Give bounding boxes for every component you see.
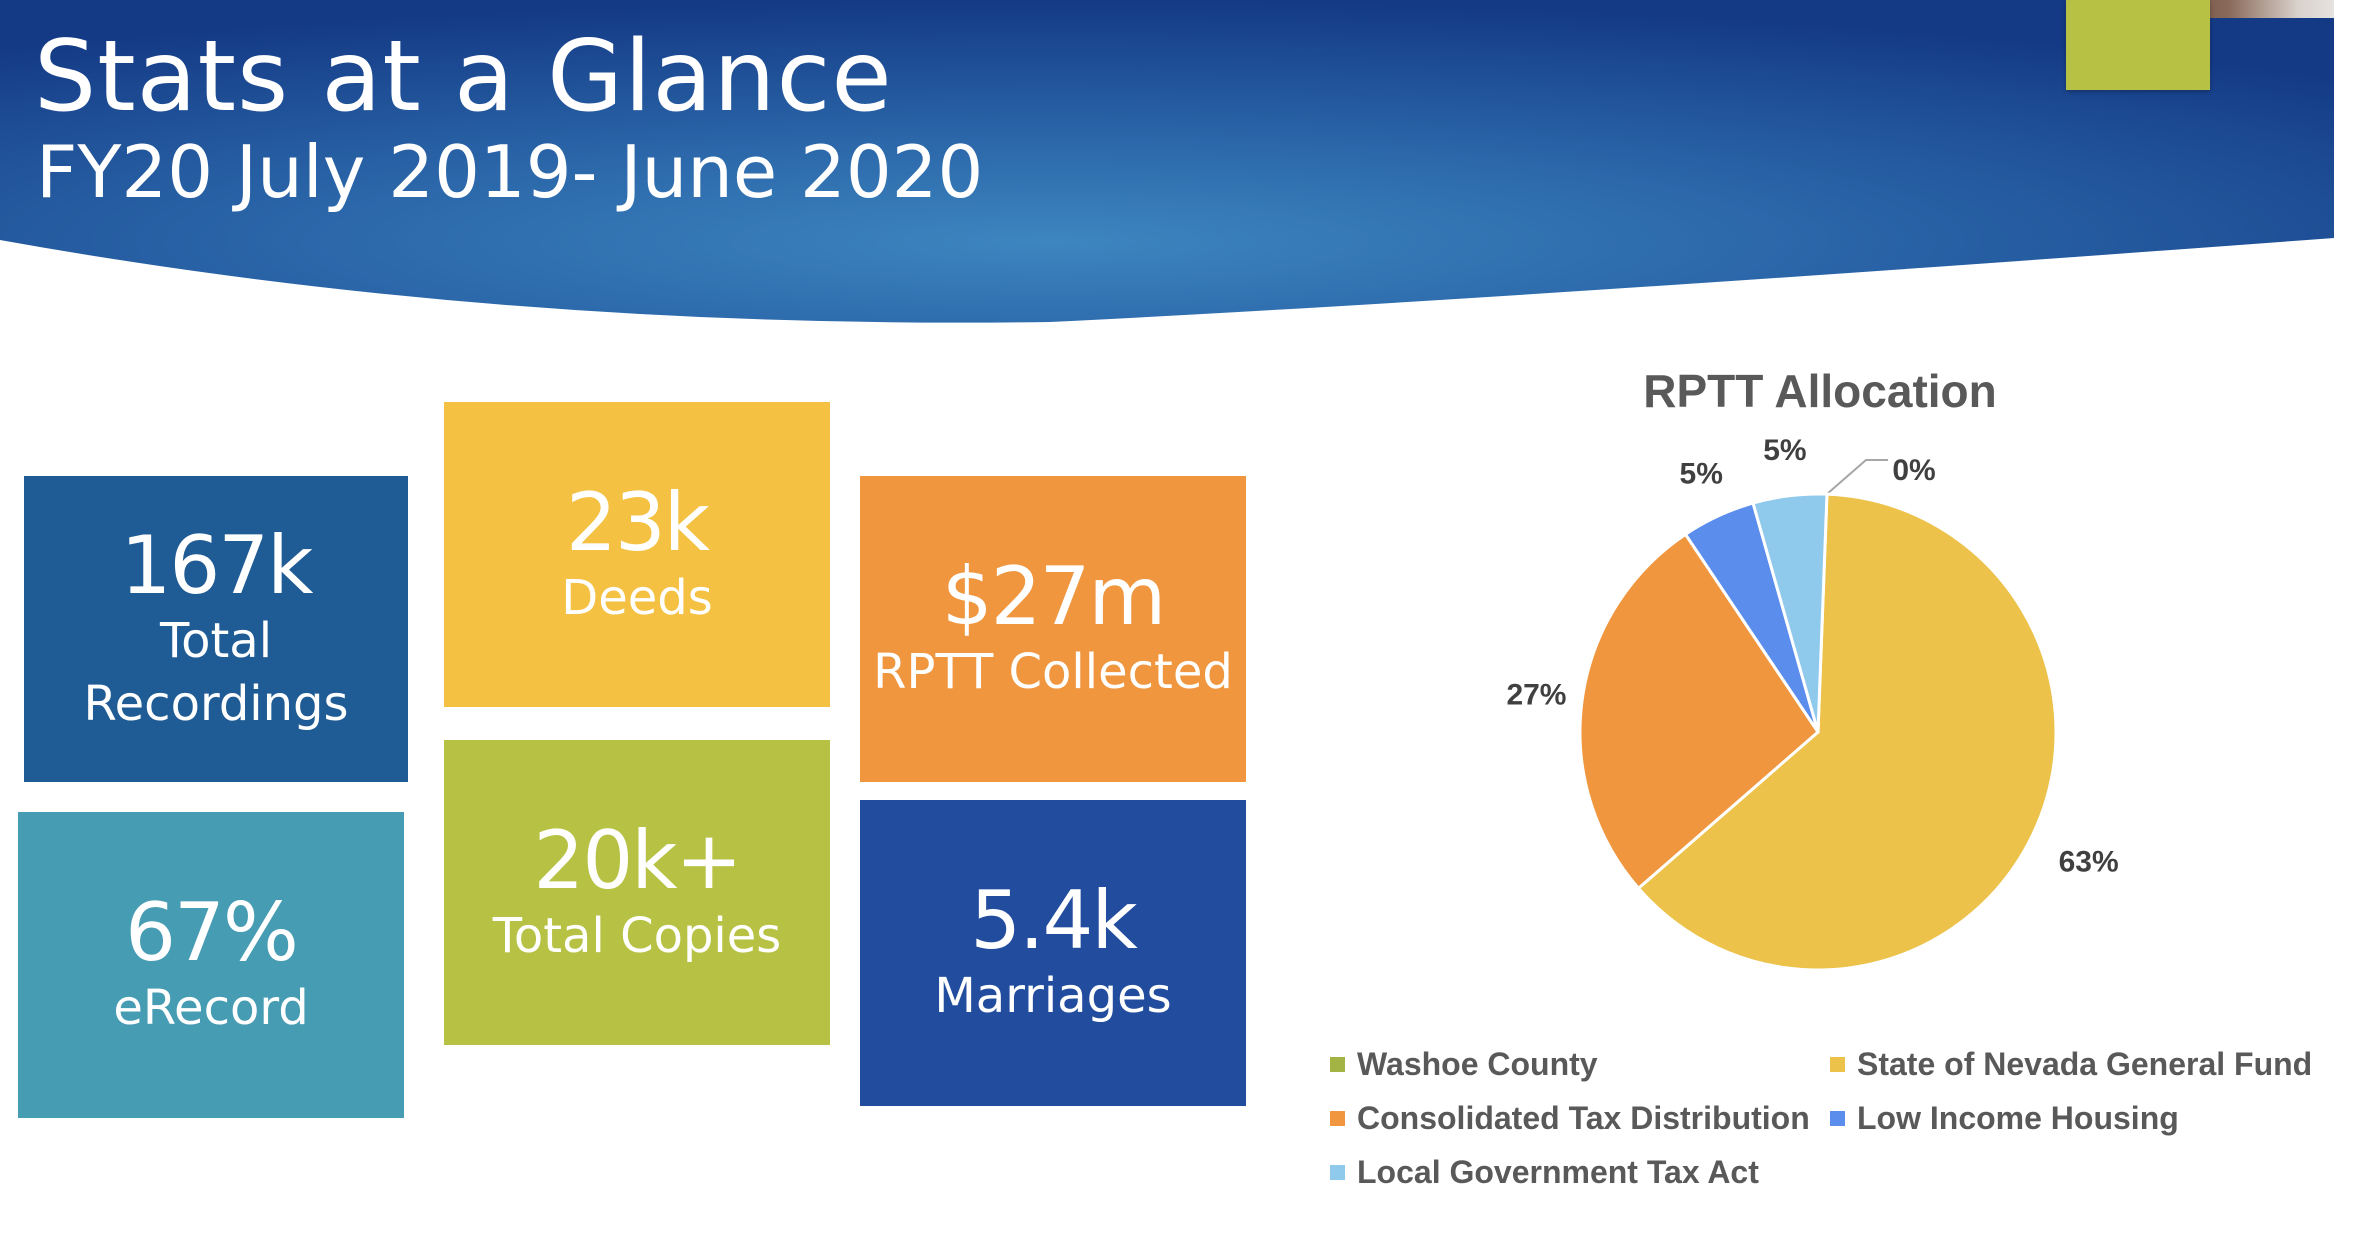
chart-legend: Washoe County State of Nevada General Fu… xyxy=(1322,1038,2342,1218)
data-label: 63% xyxy=(2059,845,2119,878)
slide-subtitle: FY20 July 2019- June 2020 xyxy=(36,130,984,214)
data-label: 0% xyxy=(1892,454,1935,487)
legend-item: Local Government Tax Act xyxy=(1330,1154,1759,1191)
tile-marriages: 5.4k Marriages xyxy=(860,800,1246,1106)
tile-label-line: Total xyxy=(159,612,273,669)
tile-label: Deeds xyxy=(561,569,713,626)
pie-slice xyxy=(1636,492,2058,972)
legend-label: Low Income Housing xyxy=(1857,1100,2179,1136)
legend-label: Consolidated Tax Distribution xyxy=(1357,1100,1810,1136)
legend-swatch xyxy=(1330,1165,1345,1180)
tile-value: 67% xyxy=(125,886,299,980)
tile-label: Total Recordings xyxy=(83,610,348,737)
tile-rptt-collected: $27m RPTT Collected xyxy=(860,476,1246,782)
tile-label: Total Copies xyxy=(492,907,782,964)
tile-value: $27m xyxy=(941,550,1167,644)
tile-label: Marriages xyxy=(934,968,1172,1025)
tile-value: 5.4k xyxy=(970,874,1138,968)
data-label: 27% xyxy=(1506,679,1566,712)
legend-swatch xyxy=(1330,1057,1345,1072)
pie-slice xyxy=(1578,532,1820,891)
chart-title: RPTT Allocation xyxy=(1643,365,1997,417)
leader-line xyxy=(1821,459,1888,499)
legend-item: Low Income Housing xyxy=(1830,1100,2179,1137)
tile-label: RPTT Collected xyxy=(873,644,1233,701)
legend-swatch xyxy=(1830,1111,1845,1126)
tile-value: 23k xyxy=(565,475,710,569)
tile-total-recordings: 167k Total Recordings xyxy=(24,476,408,782)
legend-label: State of Nevada General Fund xyxy=(1857,1046,2313,1082)
legend-item: Washoe County xyxy=(1330,1046,1598,1083)
legend-swatch xyxy=(1330,1111,1345,1126)
tile-label-line: Recordings xyxy=(83,676,349,732)
data-label: 5% xyxy=(1680,458,1723,491)
slide-title: Stats at a Glance xyxy=(34,20,893,134)
tile-deeds: 23k Deeds xyxy=(444,402,830,707)
pie-chart: 0% 63% 27% 5% 5% xyxy=(1506,434,2119,972)
tile-value: 20k+ xyxy=(533,813,742,907)
tile-total-copies: 20k+ Total Copies xyxy=(444,740,830,1045)
legend-swatch xyxy=(1830,1057,1845,1072)
pie-slice xyxy=(1751,492,1829,733)
tile-value: 167k xyxy=(120,518,313,612)
right-margin xyxy=(2334,0,2368,1244)
tile-label: eRecord xyxy=(113,980,309,1037)
header-banner xyxy=(0,0,2334,323)
legend-label: Local Government Tax Act xyxy=(1357,1154,1759,1190)
legend-label: Washoe County xyxy=(1357,1046,1598,1082)
decorative-square xyxy=(2066,0,2210,90)
tile-erecord: 67% eRecord xyxy=(18,812,404,1118)
legend-item: State of Nevada General Fund xyxy=(1830,1046,2312,1083)
data-label: 5% xyxy=(1763,434,1806,467)
legend-item: Consolidated Tax Distribution xyxy=(1330,1100,1810,1137)
